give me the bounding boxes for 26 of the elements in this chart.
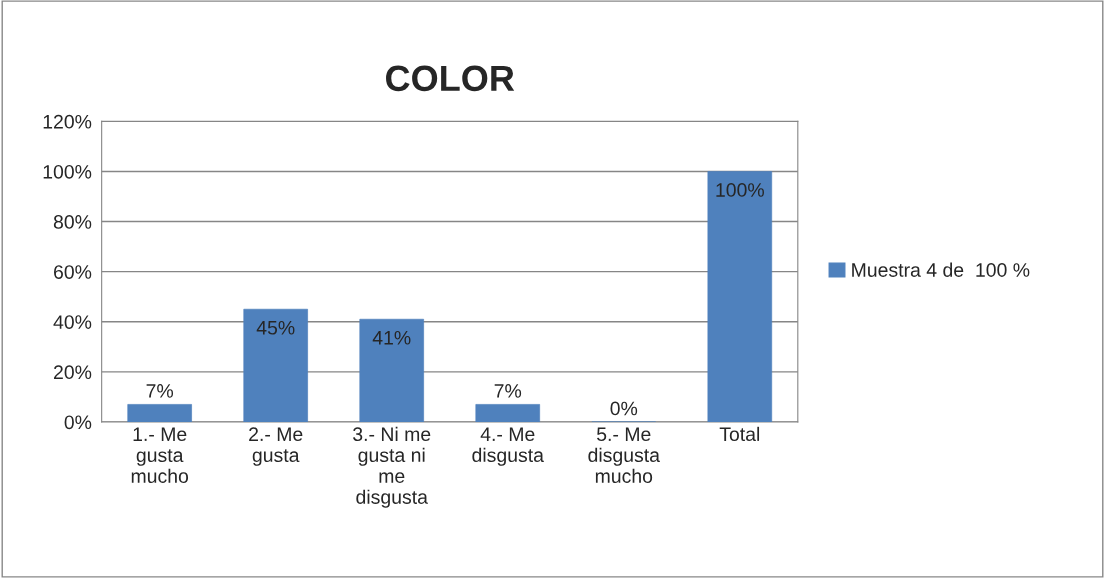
- y-tick-label: 120%: [43, 114, 92, 129]
- data-label: 41%: [372, 330, 411, 345]
- x-tick-label: 5.- Me disgusta mucho: [588, 427, 660, 483]
- bar: [475, 404, 540, 422]
- y-tick-label: 100%: [43, 164, 92, 179]
- x-tick-label: 3.- Ni me gusta ni me disgusta: [353, 426, 431, 508]
- y-tick-label: 80%: [53, 215, 92, 229]
- x-tick-label: 1.- Me gusta mucho: [131, 427, 189, 483]
- y-tick-label: 60%: [54, 265, 92, 279]
- data-label: 7%: [146, 384, 174, 398]
- x-tick-label: Total: [719, 426, 760, 442]
- bar: [359, 318, 424, 422]
- data-label: 0%: [610, 401, 638, 416]
- data-label: 7%: [494, 384, 522, 398]
- legend-label: Muestra 4 de 100 %: [852, 262, 1030, 277]
- bar: [127, 404, 192, 422]
- x-tick-label: 4.- Me disgusta: [472, 427, 544, 466]
- y-tick-label: 0%: [64, 415, 92, 430]
- chart-title: COLOR: [386, 65, 515, 92]
- y-tick-label: 20%: [54, 365, 92, 380]
- y-tick-label: 40%: [53, 315, 92, 329]
- x-tick-label: 2.- Me gusta: [249, 427, 303, 466]
- data-label: 45%: [256, 320, 295, 335]
- bar: [707, 171, 773, 422]
- bar: [243, 308, 308, 422]
- data-label: 100%: [716, 183, 764, 197]
